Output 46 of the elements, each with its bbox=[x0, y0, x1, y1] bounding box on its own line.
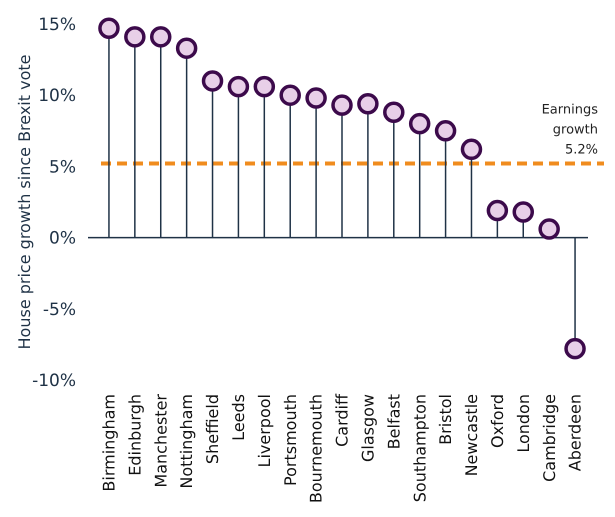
ref-line-label: Earnings growth 5.2% bbox=[542, 102, 598, 158]
point bbox=[357, 92, 379, 114]
x-tick-label: Bristol bbox=[436, 394, 456, 445]
x-tick-label: Birmingham bbox=[100, 394, 119, 492]
x-tick-label: Bournemouth bbox=[306, 394, 326, 504]
y-tick-label: 0% bbox=[49, 228, 76, 249]
x-tick-label: Aberdeen bbox=[566, 394, 585, 472]
point bbox=[279, 84, 301, 106]
point bbox=[331, 94, 353, 116]
x-tick-label: Manchester bbox=[151, 394, 170, 488]
point bbox=[434, 120, 456, 142]
x-tick-label: Cardiff bbox=[332, 393, 352, 447]
x-tick-label: Cambridge bbox=[540, 394, 559, 482]
y-tick-label: -10% bbox=[32, 370, 76, 391]
x-tick-label: Leeds bbox=[229, 394, 248, 441]
point bbox=[383, 102, 405, 124]
point bbox=[202, 70, 224, 92]
y-tick-label: 5% bbox=[49, 157, 76, 178]
x-tick-label: Nottingham bbox=[177, 394, 196, 489]
point bbox=[512, 201, 534, 223]
x-tick-label: London bbox=[514, 394, 533, 453]
x-tick-label: Newcastle bbox=[462, 394, 482, 476]
point bbox=[538, 218, 560, 240]
x-tick-label: Belfast bbox=[384, 394, 404, 450]
point bbox=[124, 26, 146, 48]
y-tick-label: 15% bbox=[38, 14, 76, 35]
x-tick-label: Liverpool bbox=[254, 394, 274, 468]
y-tick-label: 10% bbox=[38, 86, 76, 106]
point bbox=[305, 87, 327, 109]
point bbox=[460, 138, 482, 160]
point bbox=[176, 37, 198, 59]
x-tick-label: Oxford bbox=[488, 394, 507, 448]
x-tick-label: Southampton bbox=[410, 394, 430, 502]
point bbox=[408, 112, 430, 134]
x-tick-label: Portsmouth bbox=[280, 394, 300, 486]
x-tick-label: Glasgow bbox=[358, 394, 378, 462]
x-tick-label: Edinburgh bbox=[125, 394, 144, 476]
y-tick-label: -5% bbox=[42, 300, 76, 320]
point bbox=[486, 200, 508, 222]
point bbox=[98, 18, 120, 40]
point bbox=[228, 76, 250, 98]
y-axis-title: House price growth since Brexit vote bbox=[15, 54, 34, 350]
point bbox=[564, 338, 586, 360]
point bbox=[150, 26, 172, 48]
point bbox=[254, 76, 276, 98]
x-tick-label: Sheffield bbox=[203, 394, 222, 464]
